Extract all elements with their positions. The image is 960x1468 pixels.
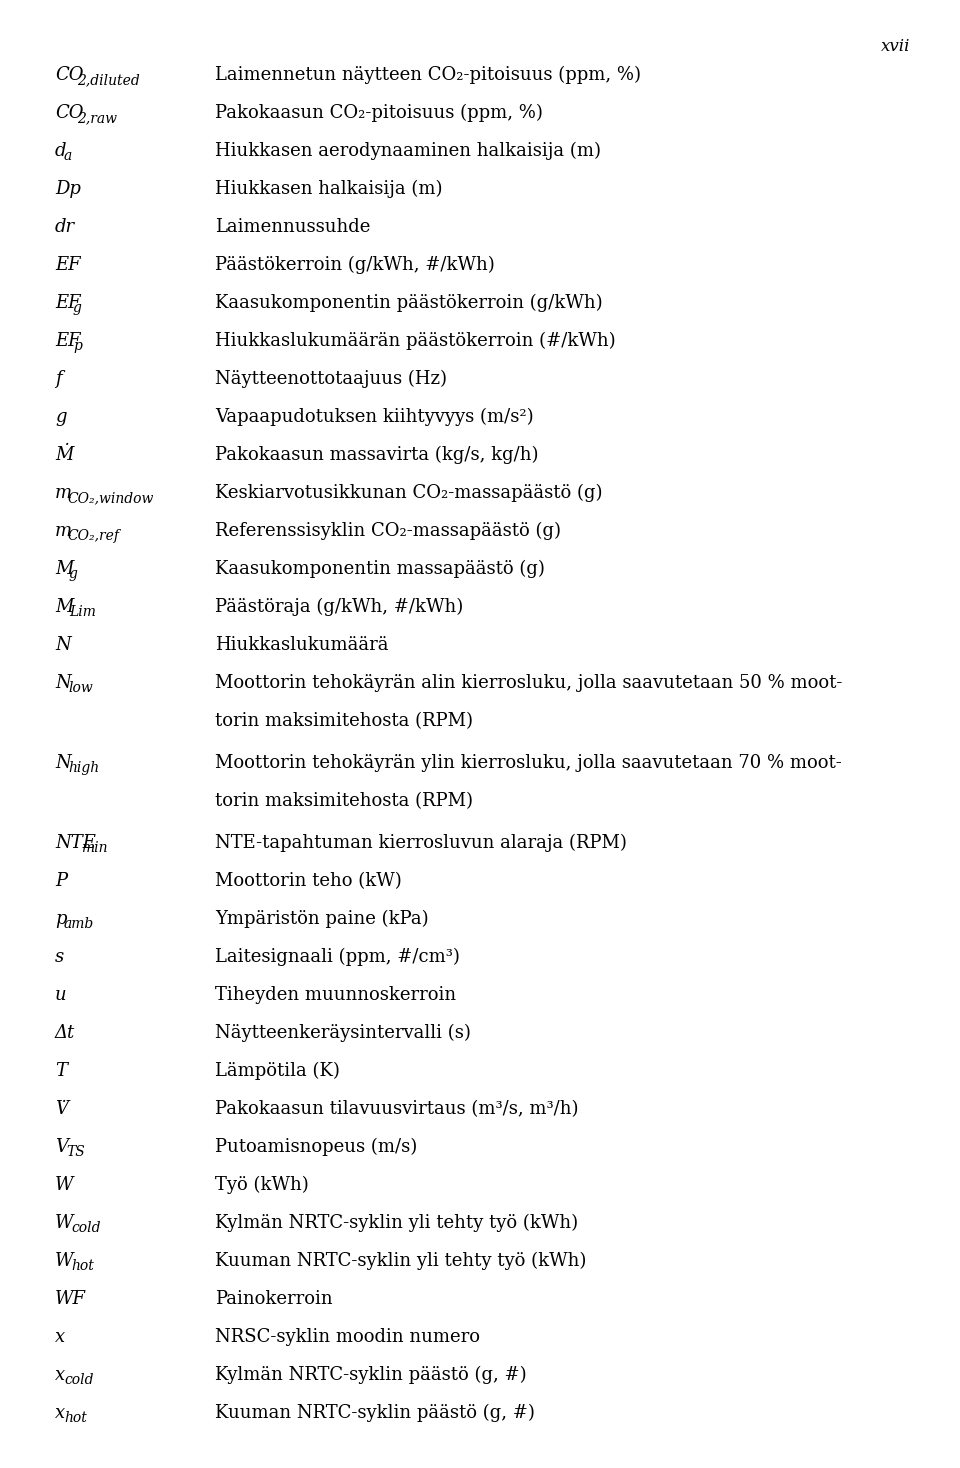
Text: g: g xyxy=(69,567,78,581)
Text: NRSC-syklin moodin numero: NRSC-syklin moodin numero xyxy=(215,1329,480,1346)
Text: x: x xyxy=(55,1367,65,1384)
Text: Dp: Dp xyxy=(55,181,81,198)
Text: Kaasukomponentin massapäästö (g): Kaasukomponentin massapäästö (g) xyxy=(215,559,545,578)
Text: N: N xyxy=(55,636,71,655)
Text: Kylmän NRTC-syklin päästö (g, #): Kylmän NRTC-syklin päästö (g, #) xyxy=(215,1365,527,1384)
Text: WF: WF xyxy=(55,1290,86,1308)
Text: NTE-tapahtuman kierrosluvun alaraja (RPM): NTE-tapahtuman kierrosluvun alaraja (RPM… xyxy=(215,834,627,851)
Text: Keskiarvotusikkunan CO₂-massapäästö (g): Keskiarvotusikkunan CO₂-massapäästö (g) xyxy=(215,484,603,502)
Text: xvii: xvii xyxy=(880,38,910,54)
Text: TS: TS xyxy=(66,1145,84,1160)
Text: dr: dr xyxy=(55,219,75,236)
Text: a: a xyxy=(64,148,72,163)
Text: T: T xyxy=(55,1061,67,1080)
Text: W: W xyxy=(55,1214,74,1232)
Text: Referenssisyklin CO₂-massapäästö (g): Referenssisyklin CO₂-massapäästö (g) xyxy=(215,521,561,540)
Text: N: N xyxy=(55,755,71,772)
Text: Tiheyden muunnoskerroin: Tiheyden muunnoskerroin xyxy=(215,986,456,1004)
Text: N: N xyxy=(55,674,71,691)
Text: Putoamisnopeus (m/s): Putoamisnopeus (m/s) xyxy=(215,1138,418,1155)
Text: W: W xyxy=(55,1176,74,1193)
Text: Pakokaasun tilavuusvirtaus (m³/s, m³/h): Pakokaasun tilavuusvirtaus (m³/s, m³/h) xyxy=(215,1100,579,1119)
Text: Päästöraja (g/kWh, #/kWh): Päästöraja (g/kWh, #/kWh) xyxy=(215,597,464,617)
Text: Ṁ: Ṁ xyxy=(55,446,73,464)
Text: low: low xyxy=(68,681,93,694)
Text: hot: hot xyxy=(71,1260,94,1273)
Text: Δt: Δt xyxy=(55,1025,75,1042)
Text: p: p xyxy=(55,910,66,928)
Text: Laimennetun näytteen CO₂-pitoisuus (ppm, %): Laimennetun näytteen CO₂-pitoisuus (ppm,… xyxy=(215,66,641,84)
Text: m: m xyxy=(55,484,72,502)
Text: Kuuman NRTC-syklin päästö (g, #): Kuuman NRTC-syklin päästö (g, #) xyxy=(215,1403,535,1422)
Text: d: d xyxy=(55,142,66,160)
Text: P: P xyxy=(55,872,67,890)
Text: Hiukkasen halkaisija (m): Hiukkasen halkaisija (m) xyxy=(215,179,443,198)
Text: NTE: NTE xyxy=(55,834,96,851)
Text: Painokerroin: Painokerroin xyxy=(215,1290,332,1308)
Text: torin maksimitehosta (RPM): torin maksimitehosta (RPM) xyxy=(215,712,473,730)
Text: EF: EF xyxy=(55,255,81,275)
Text: Kylmän NRTC-syklin yli tehty työ (kWh): Kylmän NRTC-syklin yli tehty työ (kWh) xyxy=(215,1214,578,1232)
Text: amb: amb xyxy=(64,918,94,931)
Text: M: M xyxy=(55,597,73,617)
Text: Vapaapudotuksen kiihtyvyys (m/s²): Vapaapudotuksen kiihtyvyys (m/s²) xyxy=(215,408,534,426)
Text: V̇: V̇ xyxy=(55,1100,68,1119)
Text: W: W xyxy=(55,1252,74,1270)
Text: CO: CO xyxy=(55,104,84,122)
Text: f: f xyxy=(55,370,61,388)
Text: EF: EF xyxy=(55,332,81,349)
Text: Päästökerroin (g/kWh, #/kWh): Päästökerroin (g/kWh, #/kWh) xyxy=(215,255,494,275)
Text: 2,raw: 2,raw xyxy=(77,112,117,125)
Text: cold: cold xyxy=(71,1221,101,1235)
Text: Pakokaasun CO₂-pitoisuus (ppm, %): Pakokaasun CO₂-pitoisuus (ppm, %) xyxy=(215,104,542,122)
Text: x: x xyxy=(55,1329,65,1346)
Text: x: x xyxy=(55,1403,65,1422)
Text: Näytteenottotaajuus (Hz): Näytteenottotaajuus (Hz) xyxy=(215,370,447,388)
Text: Moottorin teho (kW): Moottorin teho (kW) xyxy=(215,872,401,890)
Text: V: V xyxy=(55,1138,68,1155)
Text: torin maksimitehosta (RPM): torin maksimitehosta (RPM) xyxy=(215,793,473,810)
Text: s: s xyxy=(55,948,64,966)
Text: 2,diluted: 2,diluted xyxy=(77,73,140,87)
Text: Lim: Lim xyxy=(69,605,96,619)
Text: Hiukkaslukumäärän päästökerroin (#/kWh): Hiukkaslukumäärän päästökerroin (#/kWh) xyxy=(215,332,615,349)
Text: Lämpötila (K): Lämpötila (K) xyxy=(215,1061,340,1080)
Text: Ympäristön paine (kPa): Ympäristön paine (kPa) xyxy=(215,910,428,928)
Text: hot: hot xyxy=(64,1411,86,1425)
Text: CO₂,ref: CO₂,ref xyxy=(67,528,119,543)
Text: m: m xyxy=(55,523,72,540)
Text: Työ (kWh): Työ (kWh) xyxy=(215,1176,309,1193)
Text: Laimennussuhde: Laimennussuhde xyxy=(215,219,371,236)
Text: Näytteenkeräysintervalli (s): Näytteenkeräysintervalli (s) xyxy=(215,1023,470,1042)
Text: high: high xyxy=(68,760,99,775)
Text: Kuuman NRTC-syklin yli tehty työ (kWh): Kuuman NRTC-syklin yli tehty työ (kWh) xyxy=(215,1252,587,1270)
Text: g: g xyxy=(73,301,82,316)
Text: Moottorin tehokäyrän ylin kierrosluku, jolla saavutetaan 70 % moot-: Moottorin tehokäyrän ylin kierrosluku, j… xyxy=(215,755,842,772)
Text: Hiukkasen aerodynaaminen halkaisija (m): Hiukkasen aerodynaaminen halkaisija (m) xyxy=(215,142,601,160)
Text: EF: EF xyxy=(55,294,81,313)
Text: g: g xyxy=(55,408,66,426)
Text: CO₂,window: CO₂,window xyxy=(67,490,154,505)
Text: p: p xyxy=(73,339,82,352)
Text: CO: CO xyxy=(55,66,84,84)
Text: Laitesignaali (ppm, #/cm³): Laitesignaali (ppm, #/cm³) xyxy=(215,948,460,966)
Text: min: min xyxy=(81,841,108,854)
Text: cold: cold xyxy=(64,1373,93,1387)
Text: Hiukkaslukumäärä: Hiukkaslukumäärä xyxy=(215,636,389,655)
Text: Kaasukomponentin päästökerroin (g/kWh): Kaasukomponentin päästökerroin (g/kWh) xyxy=(215,294,603,313)
Text: Pakokaasun massavirta (kg/s, kg/h): Pakokaasun massavirta (kg/s, kg/h) xyxy=(215,446,539,464)
Text: Moottorin tehokäyrän alin kierrosluku, jolla saavutetaan 50 % moot-: Moottorin tehokäyrän alin kierrosluku, j… xyxy=(215,674,842,691)
Text: M: M xyxy=(55,559,73,578)
Text: u: u xyxy=(55,986,66,1004)
